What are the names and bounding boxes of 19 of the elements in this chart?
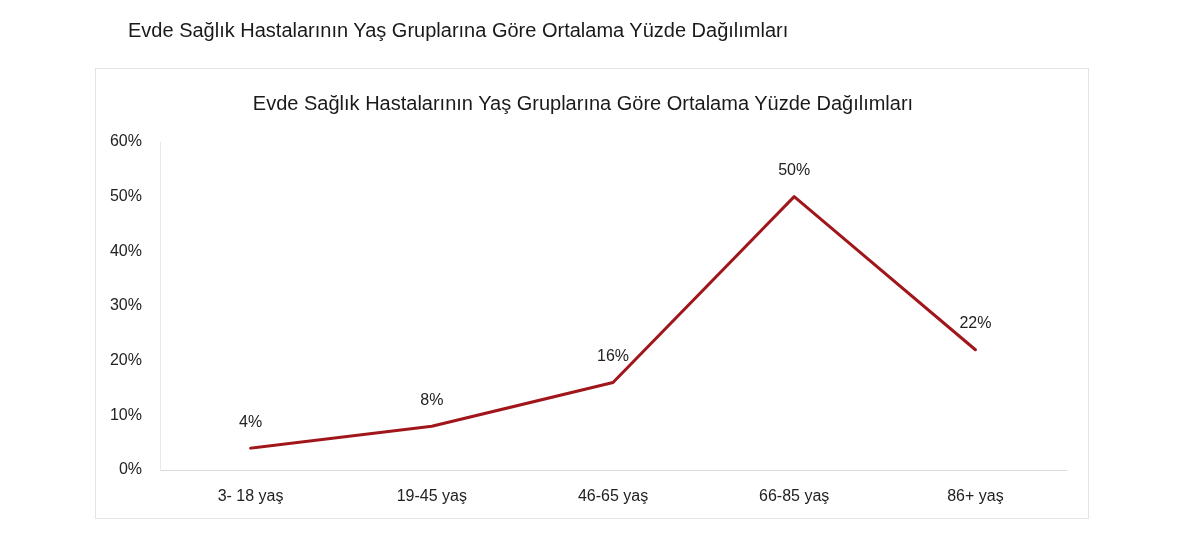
data-label: 22%	[959, 314, 992, 332]
y-tick-label: 50%	[109, 187, 142, 205]
data-label: 4%	[239, 412, 263, 430]
x-tick-label: 66-85 yaş	[759, 487, 830, 505]
y-tick-label: 40%	[109, 241, 142, 259]
y-tick-label: 0%	[118, 460, 142, 478]
y-tick-label: 20%	[109, 351, 142, 369]
x-tick-label: 46-65 yaş	[577, 487, 649, 505]
y-tick-label: 30%	[109, 296, 142, 314]
data-label: 8%	[420, 390, 444, 408]
y-tick-label: 10%	[109, 405, 142, 423]
data-label: 50%	[778, 161, 811, 179]
chart-title: Evde Sağlık Hastalarının Yaş Gruplarına Göre Ortalama Yüzde Dağılımları	[128, 19, 789, 42]
y-tick-label: 60%	[109, 132, 142, 150]
data-label: 16%	[596, 346, 630, 364]
chart-subtitle: Evde Sağlık Hastalarının Yaş Gruplarına Göre Ortalama Yüzde Dağılımları	[252, 91, 914, 114]
x-tick-label: 19-45 yaş	[396, 487, 467, 505]
x-tick-label: 3- 18 yaş	[217, 487, 284, 505]
x-tick-label: 86+ yaş	[947, 487, 1004, 505]
